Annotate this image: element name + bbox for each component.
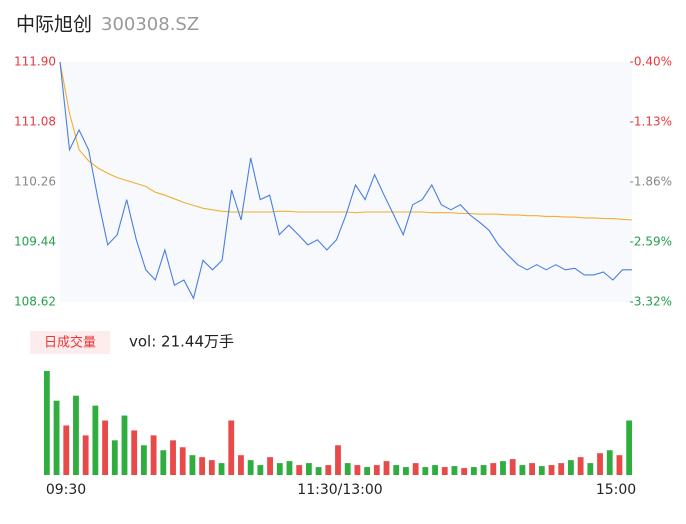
volume-bar	[412, 463, 419, 475]
volume-bar	[422, 467, 429, 475]
volume-bar	[325, 465, 332, 475]
volume-bar	[538, 466, 545, 475]
volume-bar	[548, 465, 555, 475]
x-tick-label: 11:30/13:00	[297, 482, 382, 498]
volume-bar	[335, 445, 341, 475]
y-tick-label: 111.90	[14, 55, 56, 69]
chart-subtitle: 300308.SZ	[101, 14, 199, 35]
volume-bar	[500, 461, 506, 475]
volume-bar	[150, 435, 157, 475]
volume-bar	[296, 465, 303, 475]
chart-title: 中际旭创	[16, 14, 92, 36]
volume-bar	[247, 460, 254, 475]
volume-bar	[63, 425, 70, 475]
volume-bar	[286, 461, 293, 475]
volume-bar	[344, 463, 351, 475]
volume-bar	[577, 457, 584, 475]
volume-bar	[606, 450, 613, 475]
volume-bar	[568, 460, 574, 475]
volume-bar	[208, 460, 215, 475]
series-line	[59, 61, 633, 221]
plot-area	[60, 62, 632, 302]
y2-tick-label: -3.32%	[630, 295, 672, 309]
volume-bar	[432, 465, 438, 475]
volume-bar	[218, 463, 225, 475]
volume-bar	[616, 455, 623, 475]
volume-bar	[189, 455, 196, 475]
volume-bar	[461, 468, 468, 475]
volume-bar	[121, 415, 128, 475]
y-tick-label: 110.26	[14, 175, 56, 189]
volume-bar	[228, 420, 235, 475]
volume-bar	[43, 370, 50, 475]
volume-bar	[480, 465, 487, 475]
volume-bar	[92, 405, 99, 475]
volume-bar	[315, 467, 322, 475]
y-tick-label: 111.08	[14, 115, 56, 129]
volume-bar	[373, 465, 380, 475]
volume-bar	[170, 440, 176, 475]
volume-bar	[354, 465, 361, 475]
volume-bar	[519, 465, 526, 475]
volume-bar	[276, 463, 283, 475]
volume-bar	[403, 467, 409, 475]
volume-bar	[451, 466, 458, 475]
volume-bar	[111, 440, 118, 475]
volume-bar	[393, 465, 400, 475]
volume-bar	[199, 457, 206, 475]
volume-bar	[441, 467, 448, 475]
volume-bar	[267, 457, 273, 475]
volume-bar	[509, 459, 516, 475]
volume-bar	[626, 420, 633, 475]
volume-bar	[140, 445, 147, 475]
volume-bar	[305, 463, 312, 475]
volume-bar	[160, 450, 167, 475]
series-line	[59, 61, 632, 300]
y2-tick-label: -1.86%	[630, 175, 672, 189]
volume-bar	[82, 435, 89, 475]
y2-tick-label: -1.13%	[630, 115, 672, 129]
volume-bar	[257, 465, 264, 475]
volume-bar	[102, 420, 108, 475]
y-tick-label: 108.62	[14, 295, 56, 309]
volume-bar	[470, 467, 477, 475]
volume-title: 日成交量	[44, 335, 96, 351]
volume-bar	[364, 467, 371, 475]
x-tick-label: 09:30	[46, 482, 86, 498]
volume-bar	[383, 461, 390, 475]
volume-bar	[490, 463, 497, 475]
volume-bar	[558, 463, 565, 475]
volume-bar	[179, 447, 186, 475]
volume-bar	[597, 453, 603, 475]
volume-bar	[53, 400, 60, 475]
volume-tag	[30, 331, 110, 354]
volume-bar	[587, 463, 594, 475]
y2-tick-label: -0.40%	[630, 55, 672, 69]
volume-bar	[73, 395, 79, 475]
y-tick-label: 109.44	[14, 235, 56, 249]
y2-tick-label: -2.59%	[630, 235, 672, 249]
x-tick-label: 15:00	[596, 482, 636, 498]
volume-bar	[131, 430, 138, 475]
volume-label: vol: 21.44万手	[129, 333, 234, 351]
volume-bar	[529, 463, 536, 475]
volume-bar	[238, 455, 244, 475]
